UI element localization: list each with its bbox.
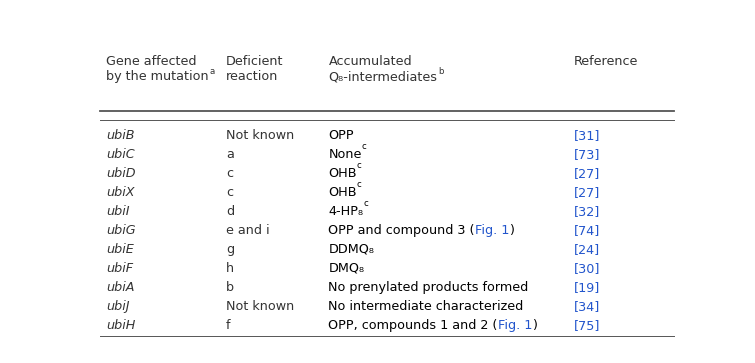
Text: c: c	[226, 167, 233, 180]
Text: OHB: OHB	[328, 186, 357, 199]
Text: [34]: [34]	[575, 300, 600, 313]
Text: No prenylated products formed: No prenylated products formed	[328, 281, 528, 294]
Text: Accumulated: Accumulated	[328, 55, 412, 68]
Text: g: g	[226, 243, 234, 256]
Text: d: d	[226, 205, 234, 218]
Text: OHB: OHB	[328, 167, 357, 180]
Text: reaction: reaction	[226, 70, 279, 83]
Text: a: a	[226, 148, 234, 161]
Text: [32]: [32]	[575, 205, 600, 218]
Text: ubiJ: ubiJ	[106, 300, 130, 313]
Text: e and i: e and i	[226, 224, 270, 237]
Text: c: c	[357, 180, 362, 189]
Text: Fig. 1: Fig. 1	[498, 319, 532, 332]
Text: Not known: Not known	[226, 129, 294, 142]
Text: [30]: [30]	[575, 262, 600, 275]
Text: ubiX: ubiX	[106, 186, 134, 199]
Text: DDMQ₈: DDMQ₈	[328, 243, 374, 256]
Text: [19]: [19]	[575, 281, 600, 294]
Text: f: f	[226, 319, 230, 332]
Text: c: c	[226, 186, 233, 199]
Text: ubiB: ubiB	[106, 129, 134, 142]
Text: by the mutation: by the mutation	[106, 70, 208, 83]
Text: OPP and compound 3 (: OPP and compound 3 (	[328, 224, 475, 237]
Text: OPP, compounds 1 and 2 (: OPP, compounds 1 and 2 (	[328, 319, 498, 332]
Text: ubiD: ubiD	[106, 167, 136, 180]
Text: Gene affected: Gene affected	[106, 55, 196, 68]
Text: [31]: [31]	[575, 129, 600, 142]
Text: ubiG: ubiG	[106, 224, 136, 237]
Text: c: c	[362, 142, 366, 151]
Text: [24]: [24]	[575, 243, 600, 256]
Text: c: c	[357, 161, 362, 170]
Text: [73]: [73]	[575, 148, 600, 161]
Text: OPP: OPP	[328, 129, 354, 142]
Text: Fig. 1: Fig. 1	[475, 224, 510, 237]
Text: ubiI: ubiI	[106, 205, 130, 218]
Text: ubiH: ubiH	[106, 319, 135, 332]
Text: ubiC: ubiC	[106, 148, 134, 161]
Text: ubiE: ubiE	[106, 243, 134, 256]
Text: Not known: Not known	[226, 300, 294, 313]
Text: [27]: [27]	[575, 167, 600, 180]
Text: Deficient: Deficient	[226, 55, 284, 68]
Text: DMQ₈: DMQ₈	[328, 262, 365, 275]
Text: c: c	[364, 199, 368, 208]
Text: ): )	[510, 224, 514, 237]
Text: Q₈-intermediates: Q₈-intermediates	[328, 70, 437, 83]
Text: [27]: [27]	[575, 186, 600, 199]
Text: 4-HP₈: 4-HP₈	[328, 205, 364, 218]
Text: ubiA: ubiA	[106, 281, 134, 294]
Text: b: b	[439, 67, 444, 76]
Text: No intermediate characterized: No intermediate characterized	[328, 300, 524, 313]
Text: ubiF: ubiF	[106, 262, 133, 275]
Text: Reference: Reference	[575, 55, 639, 68]
Text: [75]: [75]	[575, 319, 600, 332]
Text: b: b	[226, 281, 234, 294]
Text: a: a	[210, 67, 215, 76]
Text: None: None	[328, 148, 362, 161]
Text: [74]: [74]	[575, 224, 600, 237]
Text: ): )	[532, 319, 537, 332]
Text: h: h	[226, 262, 234, 275]
